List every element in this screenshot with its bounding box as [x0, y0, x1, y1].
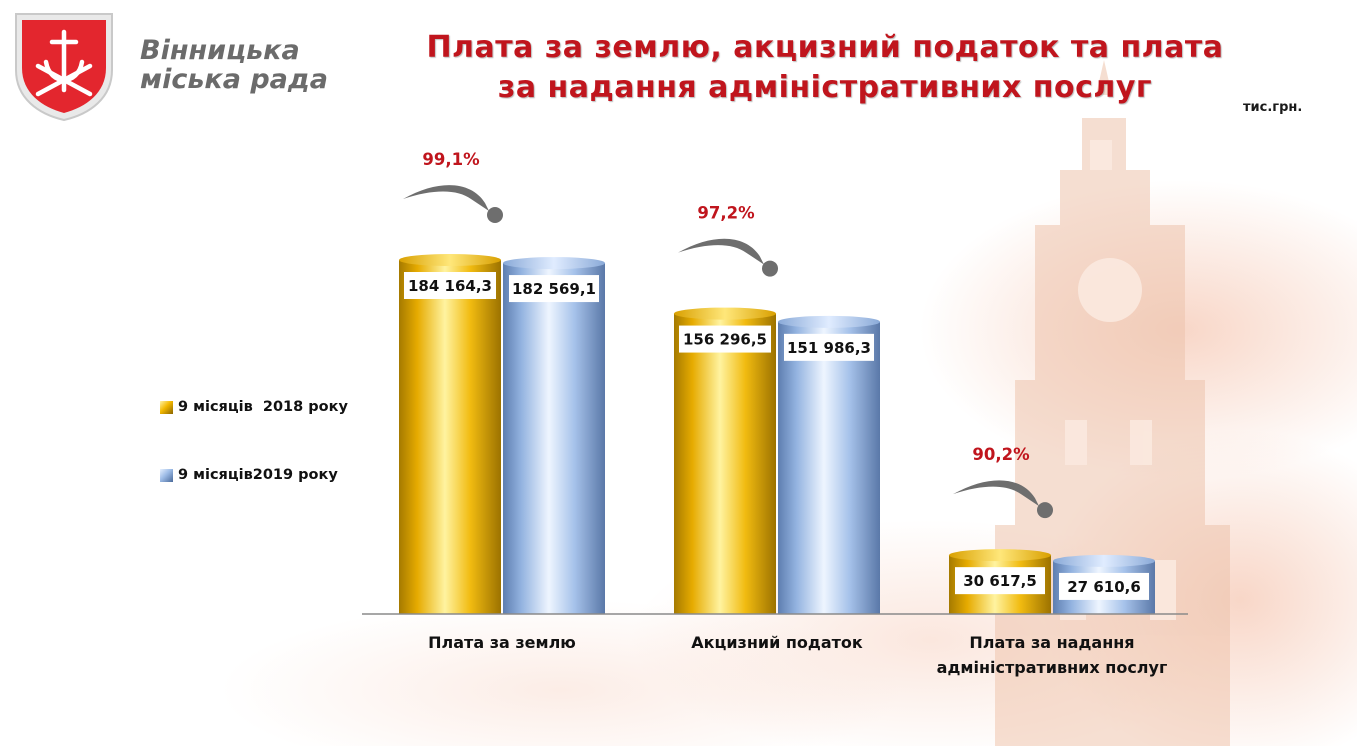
legend-swatch-2018: [160, 400, 173, 414]
legend-swatch-2019: [160, 468, 173, 482]
chart-legend: 9 місяців 2018 року 9 місяців2019 року: [160, 396, 348, 532]
legend-label-2019: 9 місяців2019 року: [178, 467, 338, 483]
percentage-annotation-2: 90,2%: [972, 445, 1030, 464]
bar-top-2019-1: [778, 315, 880, 328]
legend-item-2019: 9 місяців2019 року: [160, 464, 348, 486]
title-line-2: за надання адміністративних послуг: [497, 70, 1153, 105]
value-label-box: [1059, 572, 1149, 600]
bar-top-2018-2: [949, 549, 1051, 562]
unit-label: тис.грн.: [1243, 100, 1303, 115]
value-label-2018-2: 30 617,5: [963, 572, 1037, 590]
bar-2019-0: [503, 263, 605, 614]
org-line-2: міська рада: [140, 64, 328, 95]
bar-2019-1: [778, 321, 880, 614]
slide-title: Плата за землю, акцизний податок та плат…: [380, 28, 1270, 108]
curved-arrow-icon: [403, 185, 489, 211]
bar-2018-1: [674, 313, 776, 614]
curved-arrow-icon: [953, 480, 1039, 507]
legend-label-2018: 9 місяців 2018 року: [178, 399, 348, 415]
value-label-2019-2: 27 610,6: [1067, 578, 1141, 596]
city-council-logo: [15, 13, 113, 122]
percentage-annotation-1: 97,2%: [697, 204, 755, 223]
arrow-dot-icon: [487, 207, 503, 223]
legend-item-2018: 9 місяців 2018 року: [160, 396, 348, 418]
title-line-1: Плата за землю, акцизний податок та плат…: [426, 30, 1224, 65]
value-label-2019-0: 182 569,1: [512, 280, 596, 298]
value-label-box: [955, 567, 1045, 595]
bar-top-2019-0: [503, 257, 605, 270]
value-label-box: [404, 272, 496, 299]
organization-name: Вінницька міська рада: [140, 36, 328, 94]
arrow-dot-icon: [762, 260, 778, 277]
category-label-1: Акцизний податок: [691, 633, 863, 652]
value-label-box: [784, 333, 874, 361]
arrow-dot-icon: [1037, 502, 1053, 519]
bar-top-2018-1: [674, 307, 776, 320]
category-label-2: адміністративних послуг: [937, 658, 1168, 677]
value-label-2018-1: 156 296,5: [683, 331, 767, 349]
bar-top-2018-0: [399, 254, 501, 266]
percentage-annotation-0: 99,1%: [422, 150, 480, 169]
category-label-0: Плата за землю: [428, 633, 576, 652]
curved-arrow-icon: [678, 238, 764, 265]
value-label-2019-1: 151 986,3: [787, 339, 871, 357]
value-label-2018-0: 184 164,3: [408, 277, 492, 295]
bar-top-2019-2: [1053, 554, 1155, 567]
value-label-box: [509, 275, 599, 303]
category-label-2: Плата за надання: [969, 633, 1134, 652]
org-line-1: Вінницька: [140, 35, 300, 66]
bar-2018-0: [399, 260, 501, 614]
value-label-box: [679, 325, 771, 353]
